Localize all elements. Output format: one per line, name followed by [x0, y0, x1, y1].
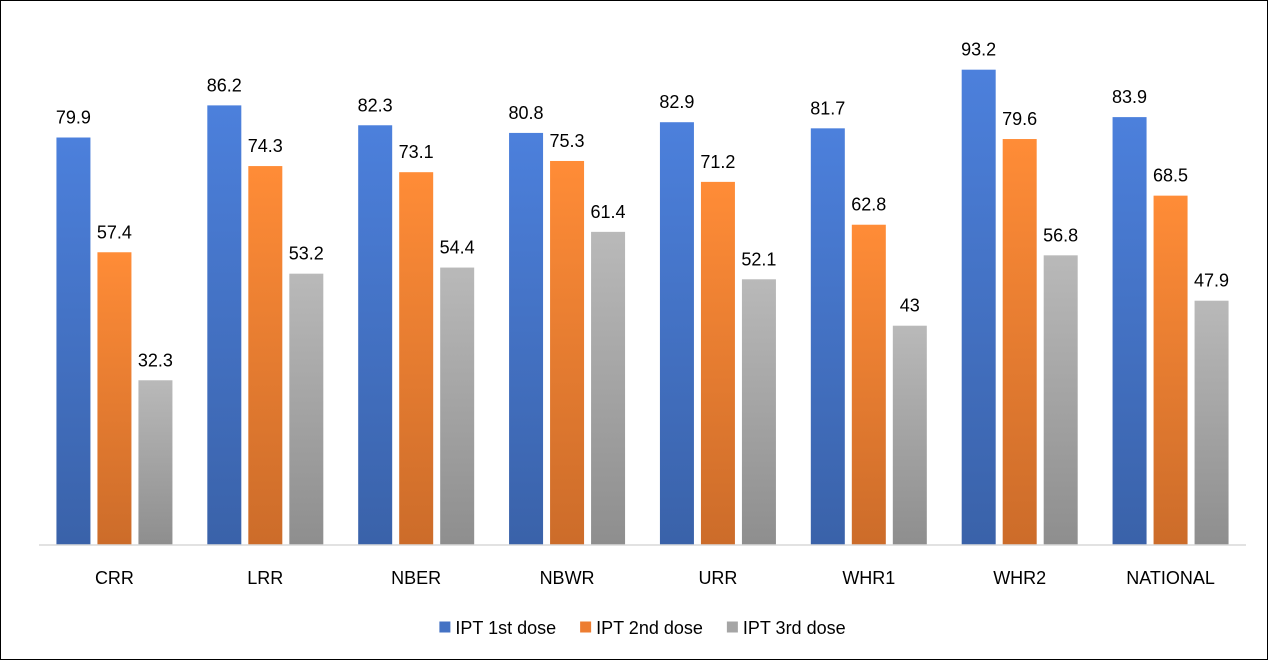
bar-national-ipt-2nd-dose [1153, 195, 1188, 545]
data-label-national-ipt-1st-dose: 83.9 [1112, 87, 1147, 107]
data-label-crr-ipt-2nd-dose: 57.4 [97, 222, 132, 242]
x-tick-label-lrr: LRR [247, 568, 283, 588]
bar-nbwr-ipt-3rd-dose [591, 231, 626, 546]
x-tick-label-whr2: WHR2 [993, 568, 1046, 588]
data-label-urr-ipt-3rd-dose: 52.1 [741, 249, 776, 269]
bar-national-ipt-1st-dose [1112, 117, 1147, 546]
bar-lrr-ipt-3rd-dose [289, 273, 324, 545]
category-labels-layer: CRR LRR NBER NBWR URR WHR1 WHR2 NATIONAL [95, 568, 1215, 588]
bars-layer [56, 69, 1229, 546]
bar-national-ipt-3rd-dose [1194, 300, 1229, 545]
data-label-national-ipt-3rd-dose: 47.9 [1194, 271, 1229, 291]
data-label-lrr-ipt-1st-dose: 86.2 [207, 75, 242, 95]
bar-nbwr-ipt-2nd-dose [550, 160, 585, 545]
x-tick-label-nber: NBER [391, 568, 441, 588]
data-label-urr-ipt-1st-dose: 82.9 [659, 92, 694, 112]
bar-crr-ipt-3rd-dose [138, 380, 173, 545]
legend-label-ipt-1st-dose: IPT 1st dose [455, 618, 556, 638]
legend-swatch-ipt-3rd-dose [726, 621, 738, 633]
legend-swatch-ipt-2nd-dose [580, 621, 592, 633]
bar-nber-ipt-1st-dose [358, 125, 393, 546]
bar-nbwr-ipt-1st-dose [509, 132, 544, 546]
data-label-whr1-ipt-3rd-dose: 43 [900, 296, 920, 316]
legend-item-ipt-3rd-dose: IPT 3rd dose [726, 618, 846, 638]
data-label-crr-ipt-1st-dose: 79.9 [56, 108, 91, 128]
bar-nber-ipt-2nd-dose [399, 172, 434, 545]
x-tick-label-urr: URR [698, 568, 737, 588]
bar-whr1-ipt-3rd-dose [892, 325, 927, 545]
bar-crr-ipt-1st-dose [56, 137, 91, 545]
legend: IPT 1st dose IPT 2nd dose IPT 3rd dose [439, 618, 846, 638]
data-label-crr-ipt-3rd-dose: 32.3 [138, 350, 173, 370]
data-label-whr1-ipt-1st-dose: 81.7 [810, 98, 845, 118]
data-label-nbwr-ipt-2nd-dose: 75.3 [550, 131, 585, 151]
data-label-whr1-ipt-2nd-dose: 62.8 [851, 195, 886, 215]
bar-whr2-ipt-2nd-dose [1002, 139, 1037, 546]
value-labels-layer: 79.9 57.4 32.3 86.2 74.3 53.2 82.3 73.1 54.4 80.8… [56, 40, 1229, 371]
bar-whr2-ipt-1st-dose [961, 69, 996, 546]
bar-whr1-ipt-1st-dose [810, 128, 845, 545]
legend-label-ipt-2nd-dose: IPT 2nd dose [596, 618, 703, 638]
data-label-nber-ipt-2nd-dose: 73.1 [399, 142, 434, 162]
bar-urr-ipt-1st-dose [659, 122, 694, 546]
legend-item-ipt-1st-dose: IPT 1st dose [439, 618, 556, 638]
legend-item-ipt-2nd-dose: IPT 2nd dose [580, 618, 703, 638]
data-label-national-ipt-2nd-dose: 68.5 [1153, 166, 1188, 186]
data-label-nber-ipt-3rd-dose: 54.4 [440, 238, 475, 258]
data-label-nbwr-ipt-1st-dose: 80.8 [509, 103, 544, 123]
legend-label-ipt-3rd-dose: IPT 3rd dose [743, 618, 846, 638]
data-label-whr2-ipt-1st-dose: 93.2 [961, 40, 996, 60]
data-label-lrr-ipt-2nd-dose: 74.3 [248, 136, 283, 156]
bar-urr-ipt-2nd-dose [700, 181, 735, 545]
bar-whr1-ipt-2nd-dose [851, 224, 886, 545]
bar-lrr-ipt-1st-dose [207, 105, 242, 545]
bar-urr-ipt-3rd-dose [741, 279, 776, 545]
bar-whr2-ipt-3rd-dose [1043, 255, 1078, 545]
data-label-urr-ipt-2nd-dose: 71.2 [700, 152, 735, 172]
bar-crr-ipt-2nd-dose [97, 252, 132, 545]
x-tick-label-crr: CRR [95, 568, 134, 588]
data-label-nber-ipt-1st-dose: 82.3 [358, 95, 393, 115]
data-label-whr2-ipt-2nd-dose: 79.6 [1002, 109, 1037, 129]
x-tick-label-nbwr: NBWR [540, 568, 595, 588]
legend-swatch-ipt-1st-dose [439, 621, 451, 633]
data-label-lrr-ipt-3rd-dose: 53.2 [289, 244, 324, 264]
bar-lrr-ipt-2nd-dose [248, 166, 283, 545]
data-label-nbwr-ipt-3rd-dose: 61.4 [591, 202, 626, 222]
bar-nber-ipt-3rd-dose [440, 267, 475, 545]
x-tick-label-national: NATIONAL [1126, 568, 1215, 588]
x-tick-label-whr1: WHR1 [842, 568, 895, 588]
data-label-whr2-ipt-3rd-dose: 56.8 [1043, 225, 1078, 245]
